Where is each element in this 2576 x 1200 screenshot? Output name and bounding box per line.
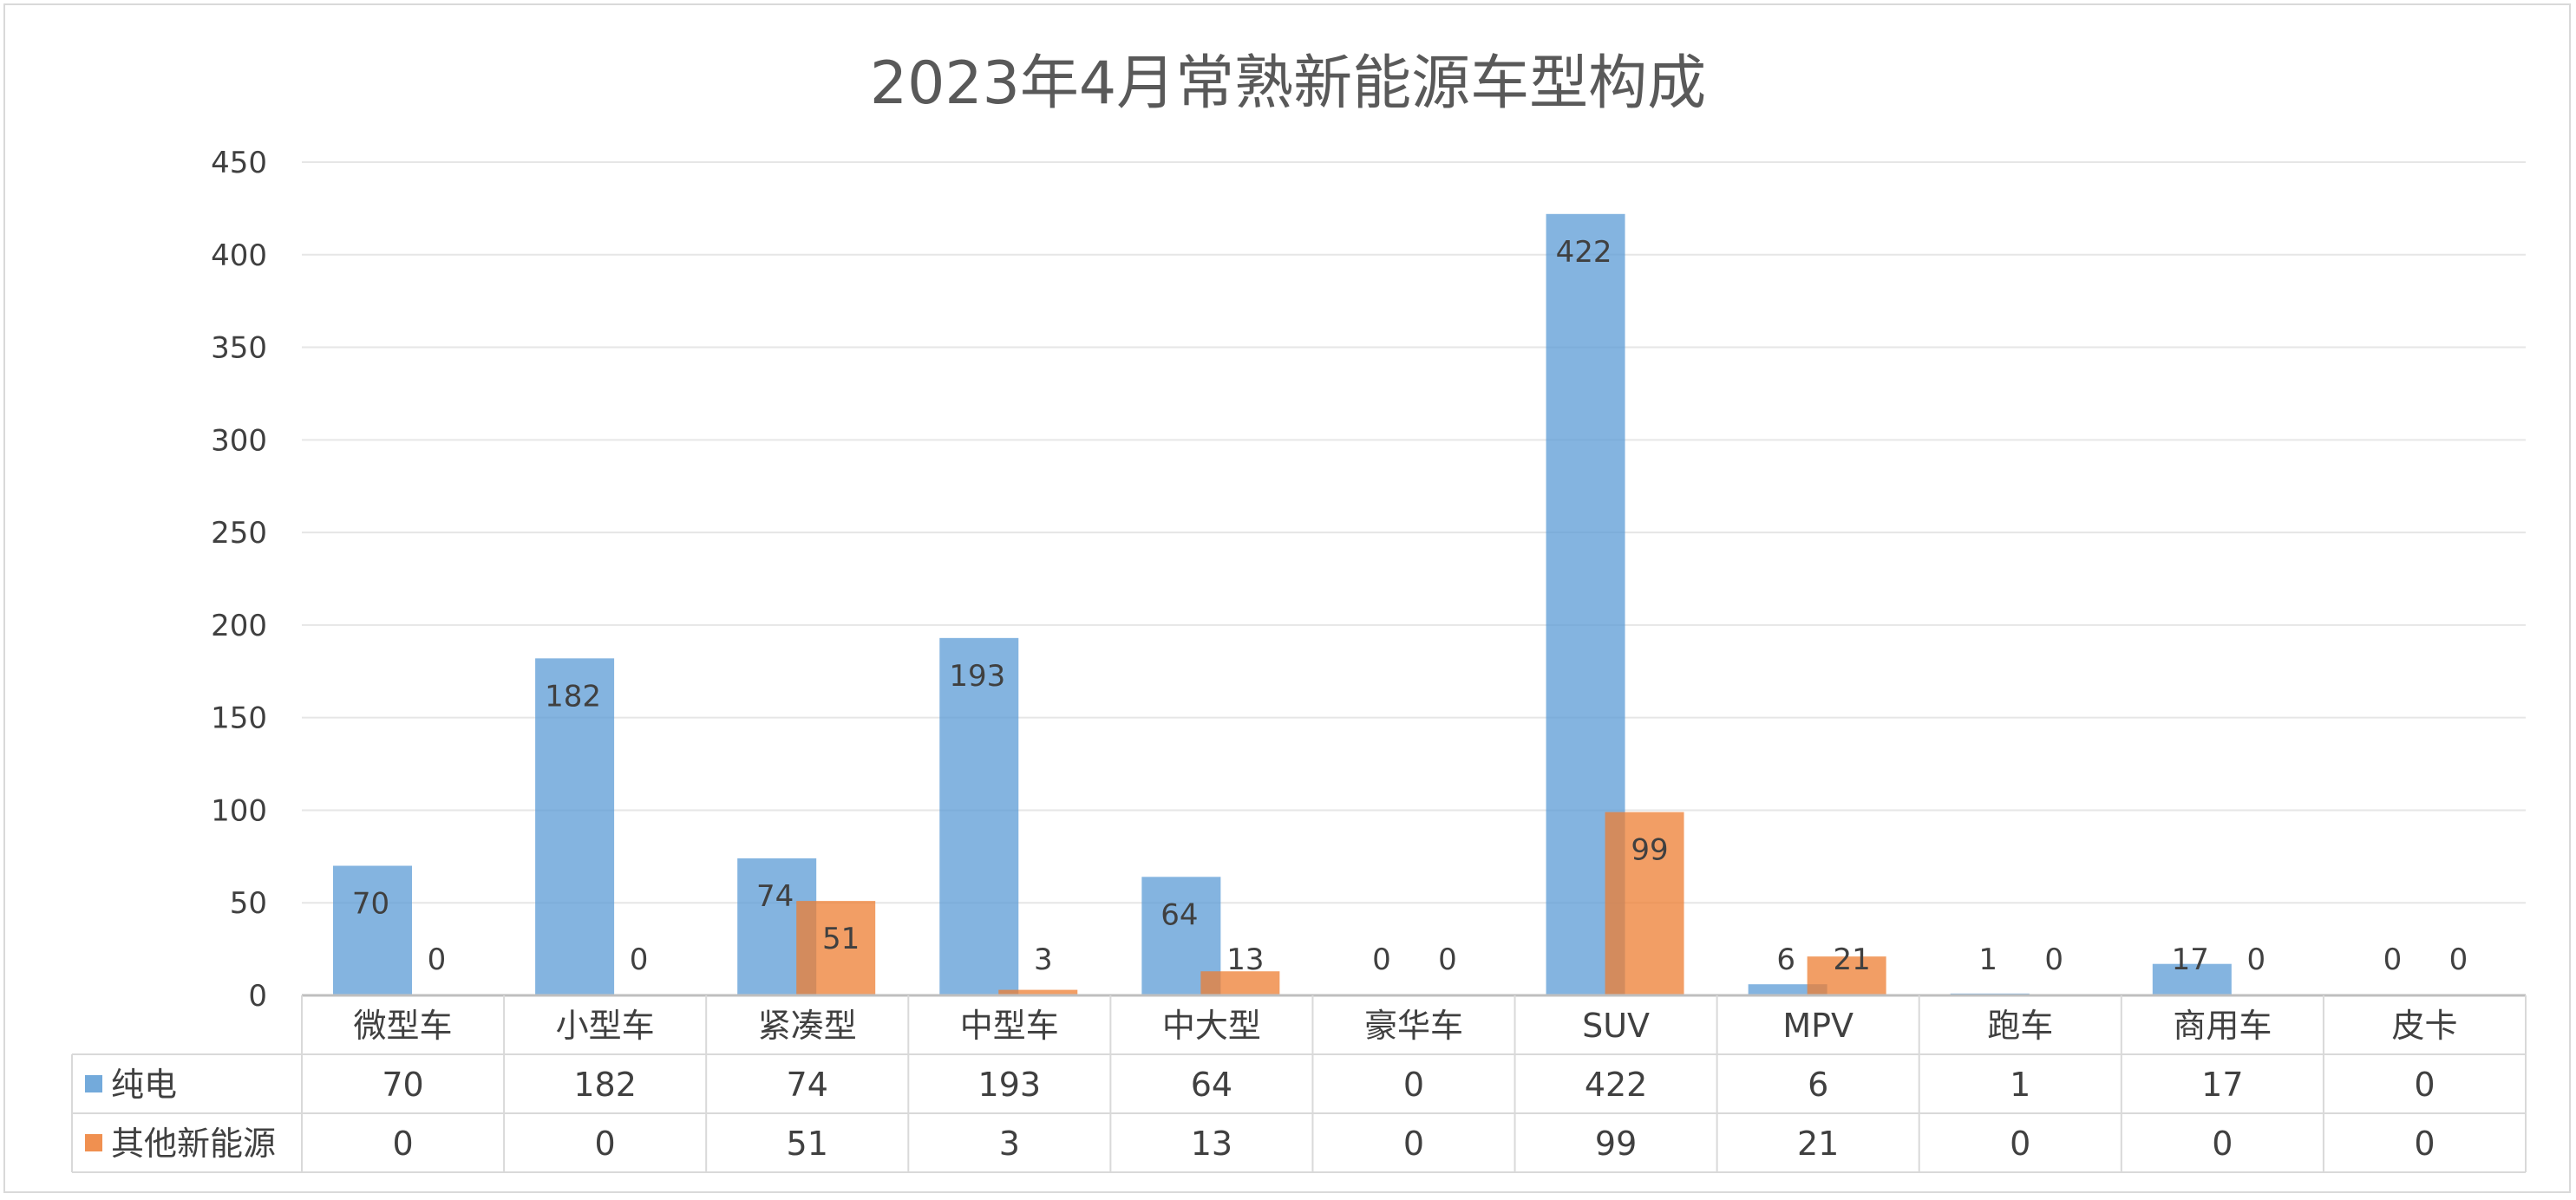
table-cell: 193 xyxy=(978,1066,1042,1104)
data-label: 17 xyxy=(2172,942,2209,977)
table-cell: 74 xyxy=(787,1066,828,1104)
data-table: 微型车 70 0 小型车 182 0 紧凑型 74 51 中型车 193 3 中大型 64 13 豪华车 0 0 S… xyxy=(71,995,2527,1173)
x-tick-label: 紧凑型 xyxy=(758,1007,857,1045)
data-labels: 70 0 182 0 74 51 193 3 64 13 0 0 422 99 6 21 1 0 17 0 0 0 xyxy=(352,235,2468,977)
chart-frame xyxy=(3,3,2571,1193)
bar-other-nev xyxy=(998,989,1078,995)
y-tick-label: 450 xyxy=(211,146,267,180)
bar-other-nev xyxy=(1200,971,1280,995)
data-label: 3 xyxy=(1034,942,1053,977)
legend-key xyxy=(85,1134,102,1151)
x-tick-label: MPV xyxy=(1782,1007,1854,1045)
bars xyxy=(302,213,2526,997)
y-tick-label: 100 xyxy=(211,793,267,828)
table-cell: 13 xyxy=(1191,1125,1232,1163)
bar-pure-electric xyxy=(2152,963,2232,995)
x-tick-label: 豪华车 xyxy=(1364,1007,1463,1045)
legend-label: 其他新能源 xyxy=(111,1125,276,1163)
table-cell: 0 xyxy=(2414,1066,2435,1104)
x-tick-label: 皮卡 xyxy=(2391,1007,2457,1045)
gridlines xyxy=(302,161,2526,996)
bar-pure-electric xyxy=(939,637,1019,995)
bar-pure-electric xyxy=(535,658,615,995)
bar-pure-electric xyxy=(333,865,412,995)
data-label: 74 xyxy=(756,879,794,914)
data-label: 64 xyxy=(1161,897,1198,932)
legend-key xyxy=(85,1075,102,1092)
bar-other-nev xyxy=(1807,956,1886,995)
table-cell: 422 xyxy=(1585,1066,1648,1104)
x-tick-label: 商用车 xyxy=(2173,1007,2272,1045)
table-cell: 21 xyxy=(1797,1125,1839,1163)
data-label: 182 xyxy=(545,679,601,714)
y-tick-label: 50 xyxy=(230,886,267,921)
table-cell: 1 xyxy=(2010,1066,2030,1104)
y-tick-label: 400 xyxy=(211,238,267,273)
x-tick-label: 微型车 xyxy=(354,1007,453,1045)
data-label: 21 xyxy=(1834,942,1871,977)
data-label: 0 xyxy=(1438,942,1457,977)
x-tick-label: 小型车 xyxy=(556,1007,655,1045)
y-tick-label: 250 xyxy=(211,516,267,551)
table-cell: 6 xyxy=(1808,1066,1828,1104)
y-tick-label: 0 xyxy=(248,979,267,1014)
table-cell: 17 xyxy=(2201,1066,2243,1104)
data-label: 13 xyxy=(1226,942,1264,977)
data-label: 193 xyxy=(949,659,1005,694)
x-tick-label: 跑车 xyxy=(1987,1007,2053,1045)
data-label: 0 xyxy=(630,942,649,977)
data-label: 6 xyxy=(1776,942,1795,977)
bar-other-nev xyxy=(1605,812,1684,995)
table-cell: 0 xyxy=(1403,1125,1424,1163)
table-cell: 0 xyxy=(2212,1125,2233,1163)
data-label: 99 xyxy=(1631,833,1668,868)
data-label: 0 xyxy=(2246,942,2265,977)
table-cell: 0 xyxy=(1403,1066,1424,1104)
table-cell: 3 xyxy=(999,1125,1020,1163)
data-label: 0 xyxy=(2383,942,2403,977)
table-cell: 64 xyxy=(1191,1066,1232,1104)
table-cell: 182 xyxy=(573,1066,637,1104)
y-tick-label: 200 xyxy=(211,609,267,643)
data-label: 0 xyxy=(1372,942,1391,977)
data-label: 51 xyxy=(822,922,860,956)
data-label: 0 xyxy=(2449,942,2468,977)
x-tick-label: 中大型 xyxy=(1162,1007,1261,1045)
x-tick-label: 中型车 xyxy=(960,1007,1059,1045)
x-tick-label: SUV xyxy=(1582,1007,1650,1045)
table-cell: 51 xyxy=(787,1125,828,1163)
data-label: 1 xyxy=(1978,942,1997,977)
y-tick-label: 150 xyxy=(211,701,267,736)
y-tick-label: 350 xyxy=(211,331,267,366)
table-cell: 0 xyxy=(2010,1125,2030,1163)
legend-label: 纯电 xyxy=(111,1066,177,1104)
y-tick-label: 300 xyxy=(211,423,267,458)
table-cell: 0 xyxy=(595,1125,616,1163)
data-label: 422 xyxy=(1556,235,1612,270)
data-label: 70 xyxy=(352,887,389,922)
data-label: 0 xyxy=(2044,942,2063,977)
table-cell: 0 xyxy=(2414,1125,2435,1163)
table-cell: 70 xyxy=(382,1066,423,1104)
data-label: 0 xyxy=(428,942,447,977)
chart-title: 2023年4月常熟新能源车型构成 xyxy=(869,49,1707,118)
table-cell: 99 xyxy=(1595,1125,1637,1163)
y-axis-ticks: 0 50 100 150 200 250 300 350 400 450 xyxy=(211,146,267,1014)
table-cell: 0 xyxy=(392,1125,413,1163)
bar-other-nev xyxy=(796,901,876,995)
